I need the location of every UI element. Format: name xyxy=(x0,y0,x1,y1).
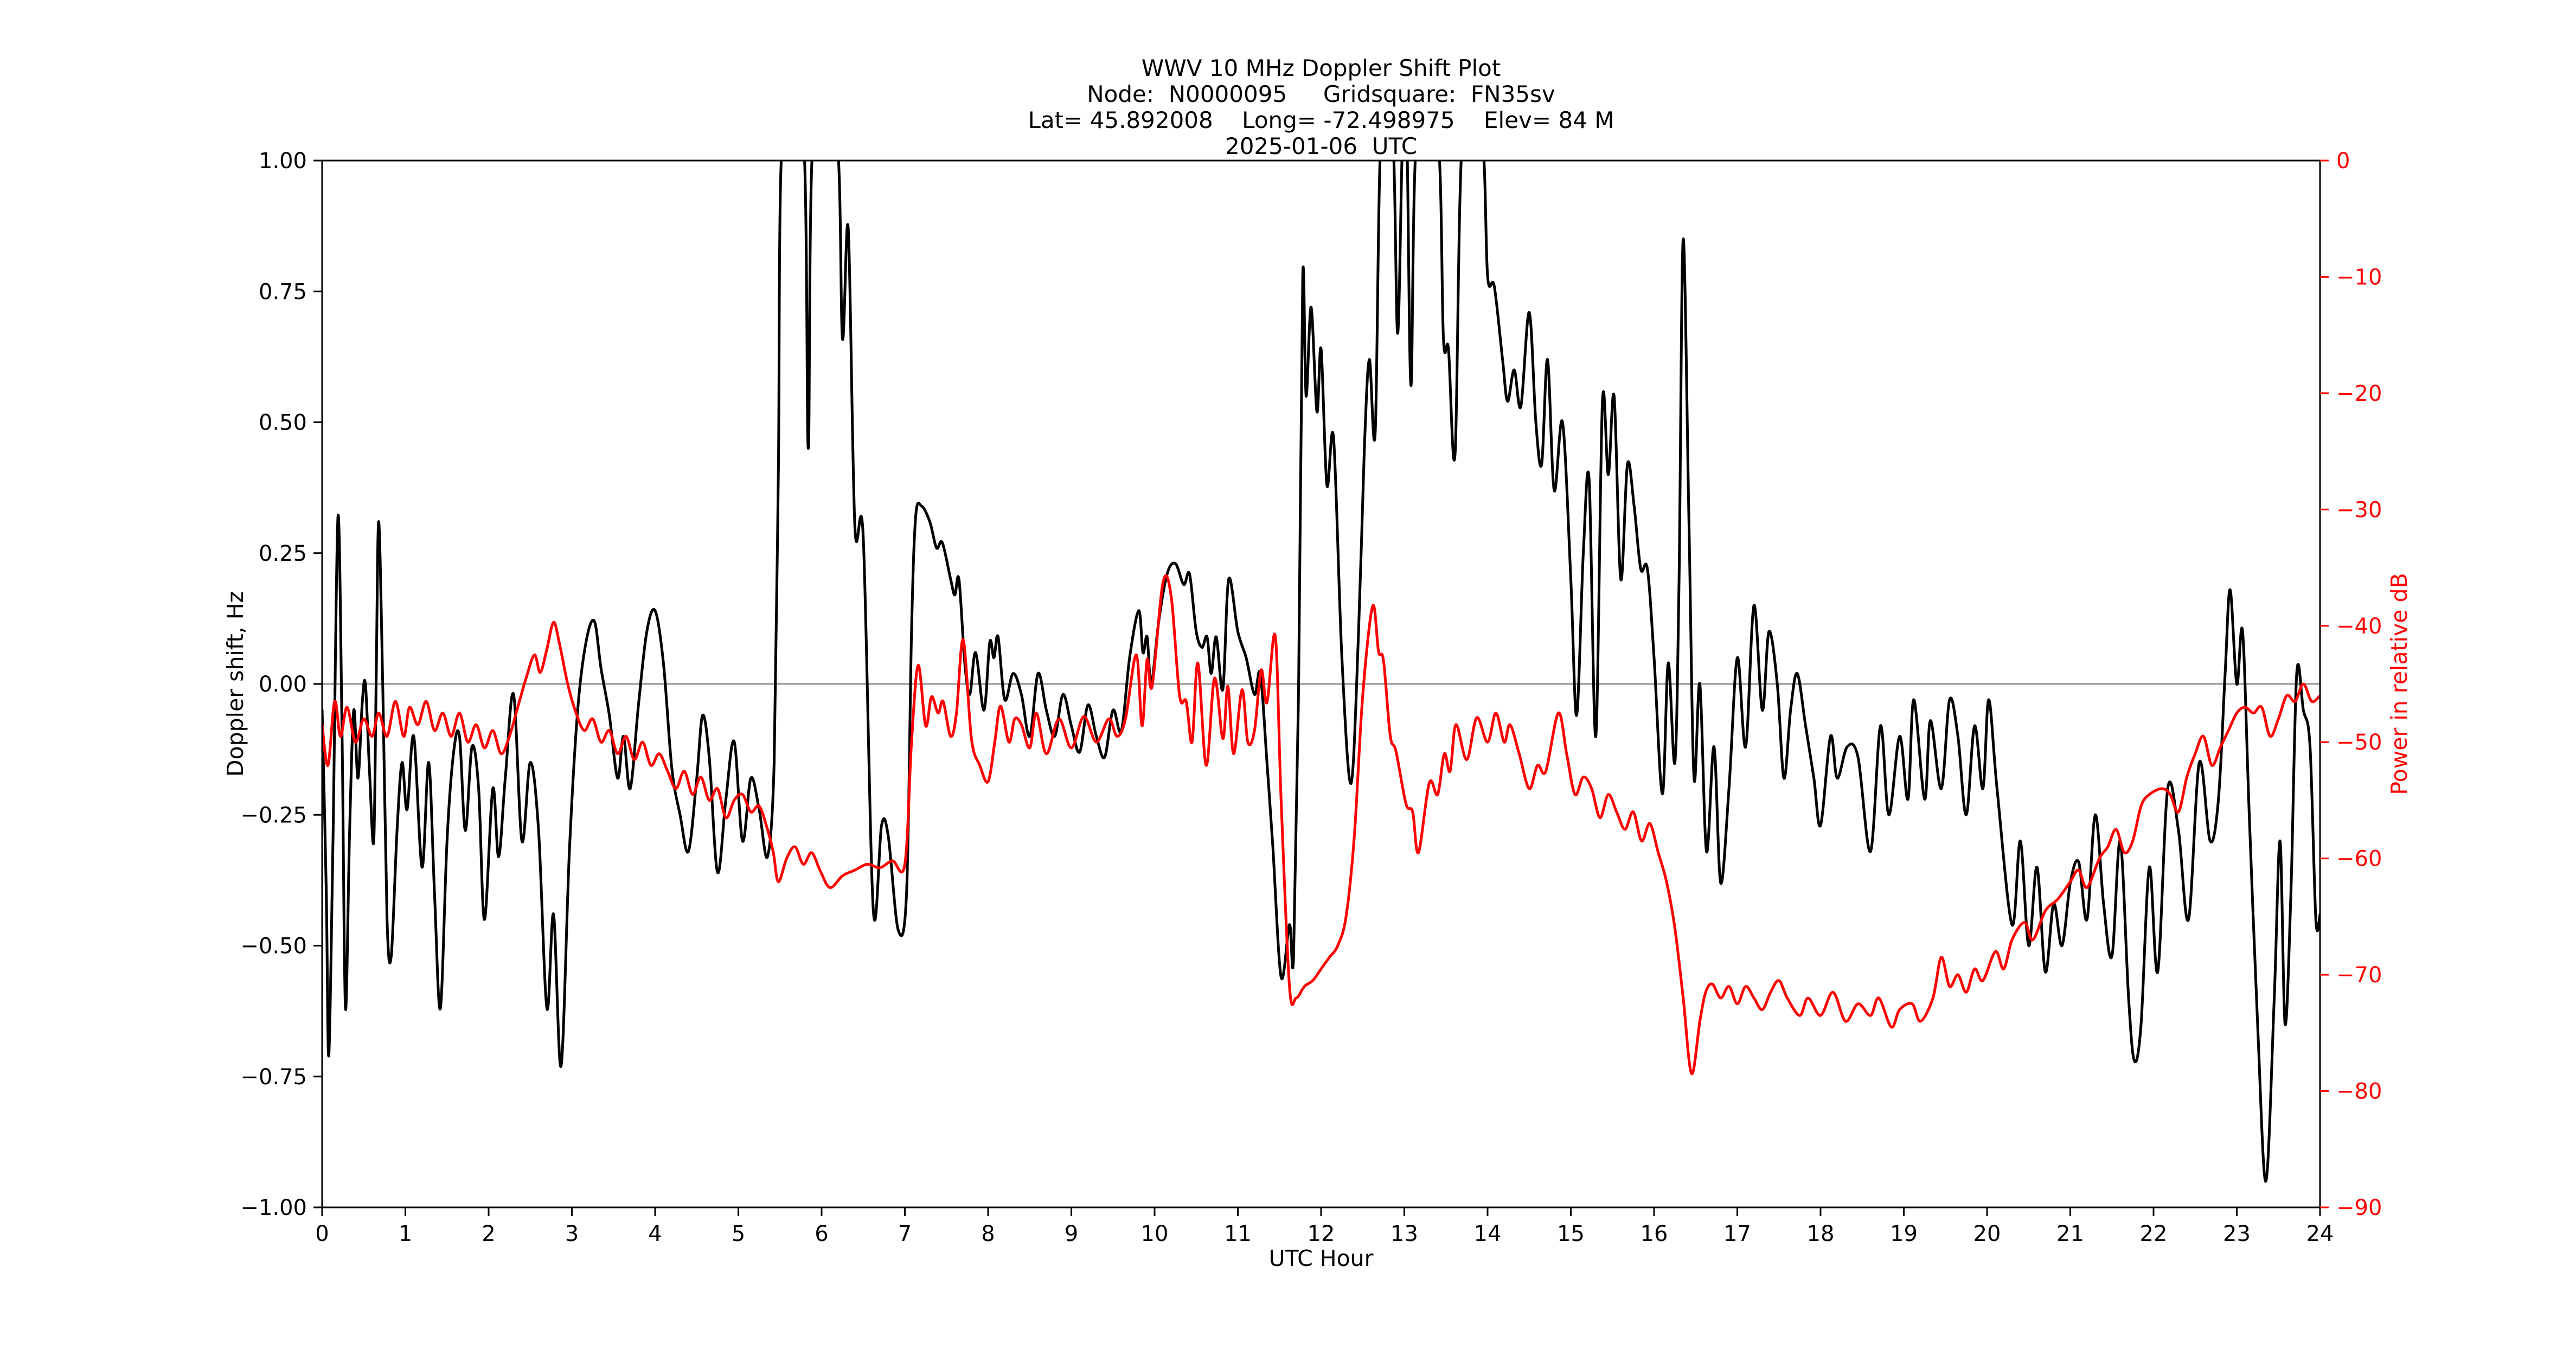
x-tick-label: 14 xyxy=(1474,1221,1502,1246)
x-tick-label: 10 xyxy=(1141,1221,1169,1246)
x-tick-label: 22 xyxy=(2140,1221,2168,1246)
x-tick-label: 20 xyxy=(1973,1221,2001,1246)
x-tick-label: 5 xyxy=(732,1221,745,1246)
x-tick-label: 23 xyxy=(2223,1221,2251,1246)
y-right-tick-label: 0 xyxy=(2336,149,2350,174)
y-right-tick-label: −70 xyxy=(2336,963,2382,988)
y-left-tick-label: −1.00 xyxy=(240,1195,307,1220)
y-left-tick-label: 0.00 xyxy=(259,672,307,697)
chart-subtitle-date-utc: 2025-01-06 UTC xyxy=(1225,133,1417,159)
chart-subtitle-lat-long-elev: Lat= 45.892008 Long= -72.498975 Elev= 84… xyxy=(1028,107,1614,133)
x-tick-label: 12 xyxy=(1308,1221,1335,1246)
x-tick-label: 11 xyxy=(1224,1221,1252,1246)
y-left-tick-label: 0.25 xyxy=(259,541,307,566)
x-tick-label: 7 xyxy=(898,1221,912,1246)
y-right-tick-label: −40 xyxy=(2336,614,2382,639)
x-tick-label: 15 xyxy=(1557,1221,1585,1246)
power_relative_db-line xyxy=(322,574,2320,1075)
x-tick-label: 21 xyxy=(2056,1221,2084,1246)
y-right-tick-label: −30 xyxy=(2336,497,2382,522)
x-tick-label: 6 xyxy=(815,1221,828,1246)
x-tick-label: 1 xyxy=(399,1221,412,1246)
x-tick-label: 13 xyxy=(1390,1221,1418,1246)
y-right-tick-label: −20 xyxy=(2336,381,2382,406)
x-tick-label: 17 xyxy=(1723,1221,1751,1246)
x-tick-label: 9 xyxy=(1065,1221,1078,1246)
doppler_shift_hz-line xyxy=(322,161,2320,1183)
chart-subtitle-node-gridsquare: Node: N0000095 Gridsquare: FN35sv xyxy=(1087,81,1555,107)
x-tick-label: 19 xyxy=(1890,1221,1918,1246)
x-tick-label: 16 xyxy=(1641,1221,1668,1246)
x-tick-label: 2 xyxy=(482,1221,495,1246)
x-tick-label: 24 xyxy=(2306,1221,2334,1246)
y-left-tick-label: 0.75 xyxy=(259,279,307,304)
x-tick-label: 3 xyxy=(565,1221,579,1246)
y-right-tick-label: −80 xyxy=(2336,1079,2382,1104)
plot-area: 0 1 2 3 4 5 6 7 8 9 10 11 12 13 14 15 16 17 18 19 20 21 22 23 24… xyxy=(240,149,2382,1246)
x-axis-title: UTC Hour xyxy=(1268,1245,1373,1271)
y-left-tick-label: 1.00 xyxy=(259,149,307,174)
y-left-tick-label: −0.25 xyxy=(240,803,307,828)
y-right-tick-label: −90 xyxy=(2336,1195,2382,1220)
x-tick-label: 0 xyxy=(315,1221,329,1246)
x-tick-label: 4 xyxy=(648,1221,662,1246)
y-axis-title-right: Power in relative dB xyxy=(2386,573,2412,795)
x-tick-label: 18 xyxy=(1807,1221,1835,1246)
chart-title: WWV 10 MHz Doppler Shift Plot xyxy=(1142,55,1501,81)
x-tick-label: 8 xyxy=(981,1221,995,1246)
y-left-tick-label: 0.50 xyxy=(259,411,307,436)
y-left-tick-label: −0.75 xyxy=(240,1065,307,1090)
y-right-tick-label: −10 xyxy=(2336,265,2382,290)
y-right-tick-label: −60 xyxy=(2336,847,2382,872)
y-left-tick-label: −0.50 xyxy=(240,934,307,959)
y-axis-title-left: Doppler shift, Hz xyxy=(222,591,248,777)
y-right-tick-label: −50 xyxy=(2336,730,2382,755)
